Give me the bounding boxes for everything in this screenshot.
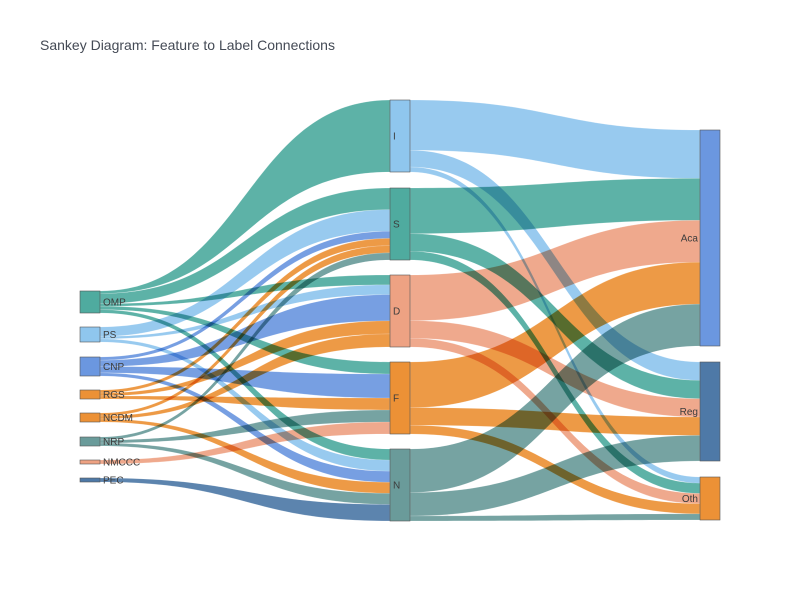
page-title: Sankey Diagram: Feature to Label Connect…: [40, 37, 335, 53]
node-rect-pec[interactable]: [79, 477, 101, 483]
node-rect-i[interactable]: [389, 99, 411, 173]
node-label-ncdm: NCDM: [103, 413, 133, 424]
node-rect-reg[interactable]: [699, 361, 721, 462]
node-ncdm[interactable]: NCDM: [79, 412, 133, 424]
node-label-aca: Aca: [681, 234, 699, 245]
node-rect-nrp[interactable]: [79, 436, 101, 447]
node-f[interactable]: F: [389, 361, 411, 435]
node-label-n: N: [393, 481, 400, 492]
node-rect-oth[interactable]: [699, 476, 721, 521]
node-label-s: S: [393, 220, 400, 231]
node-rgs[interactable]: RGS: [79, 389, 125, 401]
node-nrp[interactable]: NRP: [79, 436, 124, 448]
node-s[interactable]: S: [389, 187, 411, 261]
node-label-rgs: RGS: [103, 390, 125, 401]
node-rect-n[interactable]: [389, 448, 411, 522]
node-pec[interactable]: PEC: [79, 476, 124, 487]
node-d[interactable]: D: [389, 274, 411, 348]
links-layer: [99, 99, 701, 522]
node-rect-d[interactable]: [389, 274, 411, 348]
node-label-pec: PEC: [103, 476, 124, 487]
node-rect-cnp[interactable]: [79, 356, 101, 377]
node-rect-ps[interactable]: [79, 326, 101, 343]
node-label-nrp: NRP: [103, 437, 124, 448]
node-n[interactable]: N: [389, 448, 411, 522]
node-label-oth: Oth: [682, 494, 698, 505]
node-label-ps: PS: [103, 330, 117, 341]
node-aca[interactable]: Aca: [681, 129, 721, 347]
node-cnp[interactable]: CNP: [79, 356, 124, 377]
node-label-f: F: [393, 394, 399, 405]
node-rect-ncdm[interactable]: [79, 412, 101, 423]
node-rect-s[interactable]: [389, 187, 411, 261]
node-rect-f[interactable]: [389, 361, 411, 435]
node-nmccc[interactable]: NMCCC: [79, 458, 140, 469]
node-label-reg: Reg: [680, 407, 698, 418]
node-rect-aca[interactable]: [699, 129, 721, 347]
nodes-layer: OMP PS CNP RGS NCDM NRP NMCCC PEC I S D F N Aca Reg Oth: [79, 99, 721, 522]
node-ps[interactable]: PS: [79, 326, 117, 343]
node-rect-nmccc[interactable]: [79, 459, 101, 465]
node-rect-rgs[interactable]: [79, 389, 101, 400]
node-i[interactable]: I: [389, 99, 411, 173]
node-reg[interactable]: Reg: [680, 361, 721, 462]
node-omp[interactable]: OMP: [79, 290, 126, 314]
node-label-d: D: [393, 307, 400, 318]
node-label-cnp: CNP: [103, 362, 124, 373]
node-label-omp: OMP: [103, 298, 126, 309]
node-rect-omp[interactable]: [79, 290, 101, 314]
node-label-nmccc: NMCCC: [103, 458, 140, 469]
node-oth[interactable]: Oth: [682, 476, 721, 521]
node-label-i: I: [393, 132, 396, 143]
link-n-oth[interactable]: [409, 513, 701, 522]
